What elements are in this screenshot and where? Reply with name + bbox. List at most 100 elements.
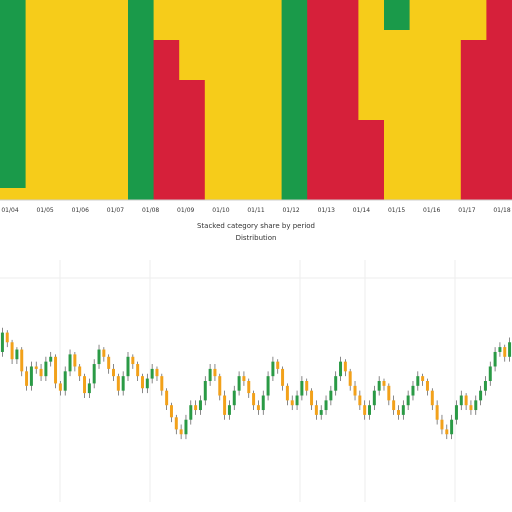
candle-up [493,351,497,367]
candle-up [454,405,458,420]
candle-down [314,405,318,415]
candle-down [343,361,347,372]
x-tick-label: 01/10 [212,207,229,214]
candle-up [372,390,376,406]
candle-up [483,381,487,391]
x-tick-label: 01/15 [388,207,405,214]
candle-down [20,349,24,372]
candle-up [68,354,72,372]
bar-segment-yellow [460,0,487,40]
candle-up [203,381,207,401]
candle-down [425,381,429,391]
candle-up [334,376,338,391]
candle-down [440,419,444,430]
candle-up [184,419,188,435]
candle-up [488,366,492,381]
x-tick-label: 01/08 [142,207,159,214]
candle-up [508,342,512,357]
x-tick-label: 01/11 [247,207,264,214]
candle-up [416,376,420,386]
candle-down [310,390,314,406]
candle-up [266,376,270,396]
candle-down [281,368,285,386]
candle-down [78,366,82,377]
chart-title: Stacked category share by period [197,222,315,230]
candle-up [49,356,53,362]
stacked-bar-chart: 01/04 01/05 01/06 01/07 01/08 01/09 01/10 01/11… [0,0,512,230]
x-tick-label: 01/12 [282,207,299,214]
bar-segment-red [179,80,206,200]
bar-segment-red [358,120,385,200]
candle-up [450,419,454,435]
bar-segment-yellow [230,0,257,200]
candle-down [165,390,169,406]
candle-up [15,349,19,360]
bar-segment-yellow [153,0,180,40]
candle-up [406,395,410,406]
candle-up [339,361,343,377]
candle-down [136,364,140,377]
candle-up [411,385,415,396]
candle-down [25,371,29,386]
x-tick-label: 01/13 [318,207,335,214]
candle-down [348,371,352,386]
candle-up [377,381,381,391]
candle-down [179,429,183,435]
bar-segment-green [281,0,308,200]
x-tick-label: 01/18 [493,207,510,214]
candle-up [198,400,202,411]
candle-up [208,368,212,381]
candle-down [58,383,62,391]
candle-down [39,368,43,377]
candle-up [232,390,236,406]
candle-down [131,356,135,365]
candle-up [87,383,91,394]
candle-up [459,395,463,406]
candle-down [174,417,178,430]
x-tick-label: 01/04 [1,207,18,214]
candle-up [44,361,48,377]
bar-segment-yellow [384,30,411,200]
candle-down [218,376,222,396]
bar-segment-green [0,0,27,188]
candle-down [445,429,449,435]
bar-segment-red [460,40,487,200]
candle-down [223,395,227,415]
candle-down [305,381,309,391]
candle-up [92,364,96,384]
x-tick-label: 01/16 [423,207,440,214]
candle-up [189,405,193,420]
bar-segment-green [384,0,411,30]
candle-down [382,381,386,386]
bar-segment-red [332,0,359,200]
candle-up [319,410,323,415]
candle-up [0,332,4,352]
candle-down [107,356,111,369]
bar-segment-green [128,0,155,200]
bar-segment-yellow [76,0,103,200]
candle-up [300,381,304,396]
candle-up [271,361,275,377]
bar-segment-yellow [0,188,27,200]
bar-segment-yellow [25,0,52,200]
candle-down [430,390,434,406]
candle-down [54,356,58,384]
candle-up [261,395,265,411]
bar-segment-red [153,40,180,200]
bar-segment-yellow [102,0,129,200]
x-tick-label: 01/07 [107,207,124,214]
candle-up [63,371,67,391]
chart-subtitle: Distribution [236,234,277,242]
candle-up [150,368,154,379]
candle-up [227,405,231,415]
candle-up [324,400,328,411]
x-tick-label: 01/17 [458,207,475,214]
candle-down [155,368,159,377]
candle-up [295,395,299,406]
candle-down [363,405,367,415]
candle-up [126,356,130,377]
candle-down [34,366,38,369]
candle-down [242,376,246,381]
candle-up [97,349,101,365]
candle-down [5,332,9,343]
